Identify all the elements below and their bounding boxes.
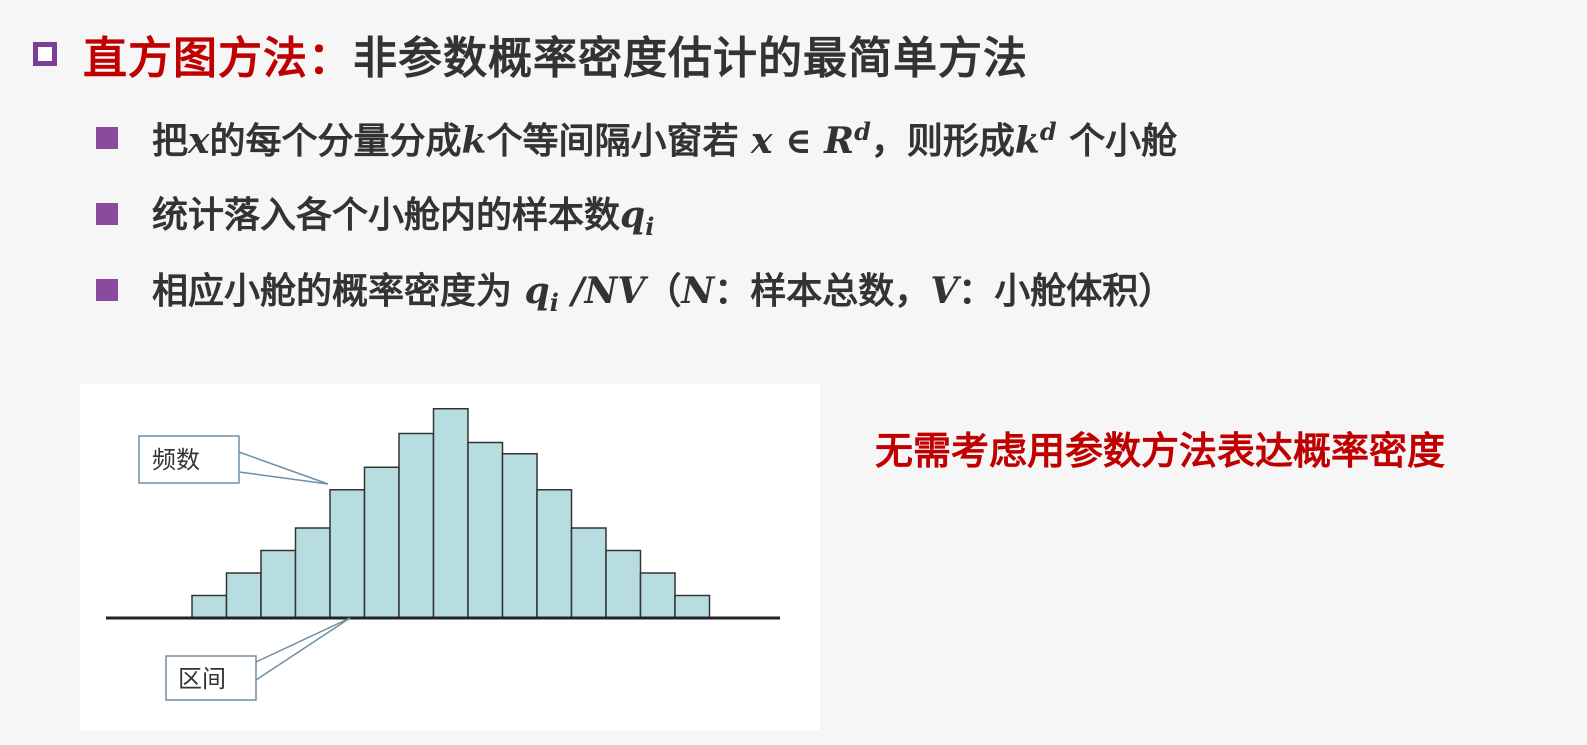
note-text: 无需考虑用参数方法表达概率密度 (875, 420, 1445, 475)
histogram-figure: 频数 区间 (80, 384, 820, 730)
bullet-square-icon (96, 127, 118, 149)
title-bullet-icon (33, 42, 57, 66)
histogram-bar-5 (330, 490, 365, 618)
bullet-square-icon (96, 203, 118, 225)
histogram-bar-3 (261, 551, 296, 619)
freq-label: 频数 (152, 446, 200, 474)
title-row: 直方图方法：非参数概率密度估计的最简单方法 (33, 24, 1028, 84)
histogram-bar-1 (192, 596, 227, 619)
bullet-item: 统计落入各个小舱内的样本数qi (96, 176, 1177, 252)
freq-callout-pointer (239, 452, 328, 484)
histogram-bar-2 (227, 573, 262, 618)
histogram-bar-6 (365, 467, 400, 618)
histogram-bar-14 (641, 573, 676, 618)
interval-label: 区间 (178, 665, 226, 693)
histogram-bar-11 (537, 490, 572, 618)
histogram-bar-12 (572, 528, 607, 618)
histogram-bar-7 (399, 434, 434, 619)
histogram-bar-9 (468, 443, 503, 619)
title-highlight: 直方图方法： (83, 33, 353, 84)
histogram-bar-15 (675, 596, 710, 619)
title-rest: 非参数概率密度估计的最简单方法 (353, 33, 1028, 84)
histogram-chart: 频数 区间 (80, 384, 820, 730)
histogram-bar-13 (606, 551, 641, 619)
histogram-bar-4 (296, 528, 331, 618)
interval-callout-pointer (256, 618, 350, 680)
bullet-text-3: 相应小舱的概率密度为 qi /NV（N：样本总数，V：小舱体积） (152, 262, 1174, 317)
page-title: 直方图方法：非参数概率密度估计的最简单方法 (83, 22, 1028, 86)
histogram-bar-10 (503, 454, 538, 618)
bullet-text-1: 把x的每个分量分成k个等间隔小窗若 x ∈ Rd，则形成kd 个小舱 (152, 112, 1177, 164)
bullet-text-2: 统计落入各个小舱内的样本数qi (152, 186, 654, 241)
histogram-bar-8 (434, 409, 469, 618)
bullet-item: 把x的每个分量分成k个等间隔小窗若 x ∈ Rd，则形成kd 个小舱 (96, 100, 1177, 176)
bullet-list: 把x的每个分量分成k个等间隔小窗若 x ∈ Rd，则形成kd 个小舱 统计落入各… (96, 100, 1177, 328)
bullet-square-icon (96, 279, 118, 301)
bullet-item: 相应小舱的概率密度为 qi /NV（N：样本总数，V：小舱体积） (96, 252, 1177, 328)
